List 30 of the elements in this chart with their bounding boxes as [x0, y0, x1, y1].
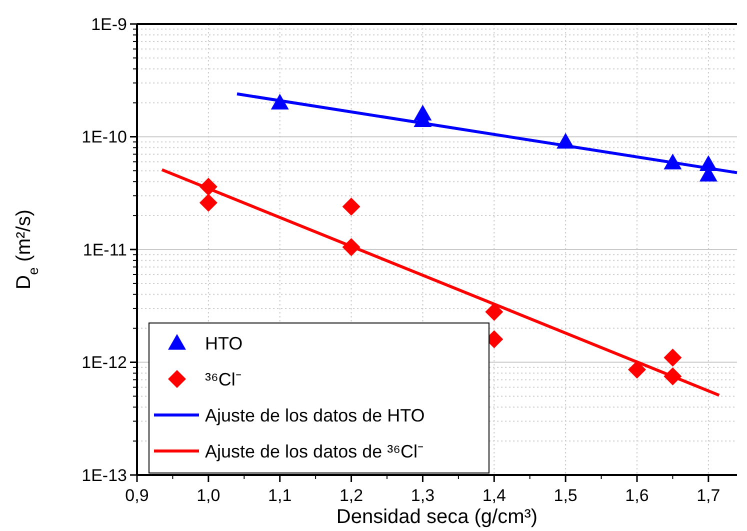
x-tick-label: 1,4 — [482, 486, 506, 505]
x-tick-label: 1,1 — [268, 486, 292, 505]
x-tick-label: 1,2 — [339, 486, 364, 505]
point — [556, 132, 575, 149]
y-tick-label: 1E-9 — [91, 14, 127, 34]
x-tick-label: 1,3 — [410, 486, 435, 505]
legend-label: HTO — [205, 333, 243, 354]
point — [664, 367, 682, 386]
legend-label: Ajuste de los datos de ³⁶Cl⁻ — [205, 441, 424, 462]
legend-label: Ajuste de los datos de HTO — [205, 405, 425, 426]
point — [628, 360, 646, 379]
x-axis-title: Densidad seca (g/cm³) — [336, 506, 538, 528]
x-tick-label: 1,0 — [196, 486, 220, 505]
legend-label: ³⁶Cl⁻ — [205, 369, 242, 390]
point — [664, 348, 682, 367]
x-tick-label: 1,5 — [554, 486, 578, 505]
point — [664, 154, 682, 170]
x-tick-label: 1,7 — [696, 486, 720, 505]
point — [342, 198, 360, 216]
point — [485, 302, 504, 321]
y-tick-label: 1E-11 — [82, 240, 127, 260]
point — [199, 194, 218, 212]
y-tick-label: 1E-13 — [82, 466, 127, 485]
point — [270, 94, 289, 110]
x-tick-label: 1,6 — [625, 486, 649, 505]
point — [199, 178, 218, 196]
point — [342, 238, 360, 256]
y-tick-label: 1E-12 — [82, 353, 127, 372]
y-tick-label: 1E-10 — [82, 128, 127, 147]
x-tick-label: 0,9 — [125, 486, 149, 505]
